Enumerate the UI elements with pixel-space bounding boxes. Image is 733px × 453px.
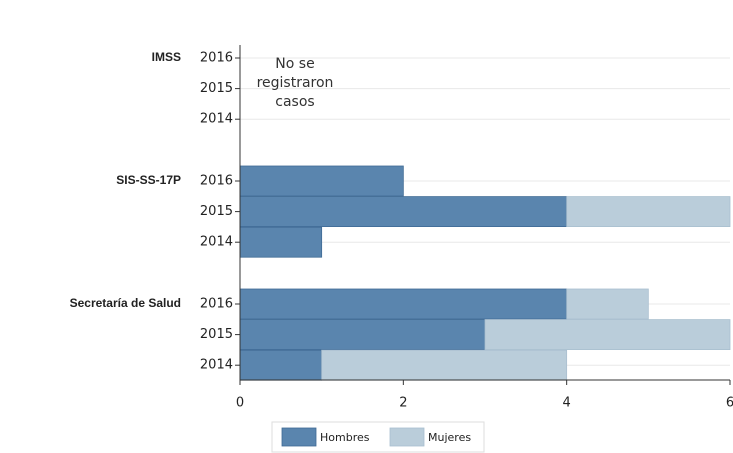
x-tick-label: 4 <box>563 396 571 411</box>
annotation: No se <box>275 56 314 72</box>
y-tick-label: 2015 <box>200 81 233 96</box>
bar <box>239 165 404 197</box>
bar <box>484 319 731 351</box>
y-tick-label: 2015 <box>200 204 233 219</box>
bar <box>239 288 568 320</box>
x-tick-label: 0 <box>236 396 244 411</box>
bar <box>566 196 731 228</box>
bar <box>566 288 649 320</box>
bar <box>239 319 486 351</box>
y-tick-label: 2014 <box>200 358 233 373</box>
group-label: IMSS <box>152 50 181 64</box>
legend-swatch <box>281 427 317 447</box>
y-tick-label: 2016 <box>200 174 233 189</box>
y-tick-label: 2016 <box>200 51 233 66</box>
bar <box>239 349 323 381</box>
annotation: casos <box>275 94 314 110</box>
y-tick-label: 2014 <box>200 235 233 250</box>
legend-label: Hombres <box>320 431 370 444</box>
group-label: Secretaría de Salud <box>70 296 181 310</box>
legend-label: Mujeres <box>428 431 471 444</box>
legend-swatch <box>389 427 425 447</box>
y-tick-label: 2014 <box>200 112 233 127</box>
y-tick-label: 2015 <box>200 327 233 342</box>
bar <box>321 349 568 381</box>
x-tick-label: 6 <box>726 396 733 411</box>
x-tick-label: 2 <box>399 396 407 411</box>
y-tick-label: 2016 <box>200 297 233 312</box>
group-label: SIS-SS-17P <box>116 173 181 187</box>
bar <box>239 226 323 258</box>
bar <box>239 196 568 228</box>
annotation: registraron <box>257 75 334 91</box>
